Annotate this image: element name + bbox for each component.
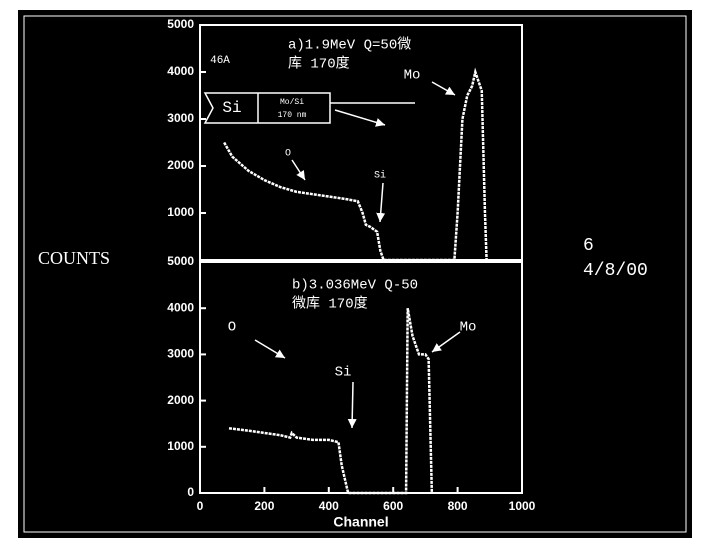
y-tick-label: 2000 bbox=[167, 393, 194, 407]
spectrum-line bbox=[223, 67, 488, 262]
y-tick-label: 5000 bbox=[167, 17, 194, 31]
chart-title: b)3.036MeV Q-50 bbox=[292, 278, 418, 294]
x-axis-label: Channel bbox=[333, 514, 388, 530]
annotation: Si bbox=[374, 170, 386, 182]
x-tick-label: 200 bbox=[254, 499, 274, 513]
plot-frame bbox=[199, 24, 523, 261]
annotation: Si bbox=[335, 365, 352, 381]
background bbox=[18, 10, 692, 538]
frame bbox=[23, 15, 687, 533]
y-tick-label: 1000 bbox=[167, 205, 194, 219]
x-tick-label: 800 bbox=[448, 499, 468, 513]
y-tick-label: 3000 bbox=[167, 347, 194, 361]
annotation: Mo bbox=[460, 320, 477, 336]
x-tick-label: 0 bbox=[197, 499, 204, 513]
annotation: O bbox=[285, 149, 291, 160]
y-tick-label: 4000 bbox=[167, 300, 194, 314]
y-tick-label: 2000 bbox=[167, 158, 194, 172]
layout-shapes bbox=[203, 81, 461, 429]
side-note: 6 bbox=[583, 236, 594, 256]
spectrum-line bbox=[228, 307, 434, 495]
y-tick-label: 1000 bbox=[167, 439, 194, 453]
y-tick-label: 5000 bbox=[167, 254, 194, 268]
chart-subtitle: 库 170度 bbox=[288, 56, 350, 73]
annotation: Mo/Si bbox=[280, 98, 304, 107]
side-note: 4/8/00 bbox=[583, 261, 648, 281]
x-tick-label: 400 bbox=[319, 499, 339, 513]
annotation: O bbox=[228, 320, 236, 336]
y-tick-label: 3000 bbox=[167, 111, 194, 125]
annotation: Mo bbox=[404, 68, 421, 84]
y-axis-label: COUNTS bbox=[38, 248, 110, 268]
y-tick-label: 0 bbox=[187, 485, 194, 499]
annotation: 170 nm bbox=[278, 111, 307, 120]
x-tick-label: 600 bbox=[383, 499, 403, 513]
chart-subtitle: 微库 170度 bbox=[292, 296, 368, 313]
annotation: Si bbox=[222, 99, 241, 117]
annotation: 46A bbox=[210, 55, 230, 67]
y-tick-label: 4000 bbox=[167, 64, 194, 78]
chart-title: a)1.9MeV Q=50微 bbox=[288, 37, 411, 54]
x-tick-label: 1000 bbox=[509, 499, 536, 513]
